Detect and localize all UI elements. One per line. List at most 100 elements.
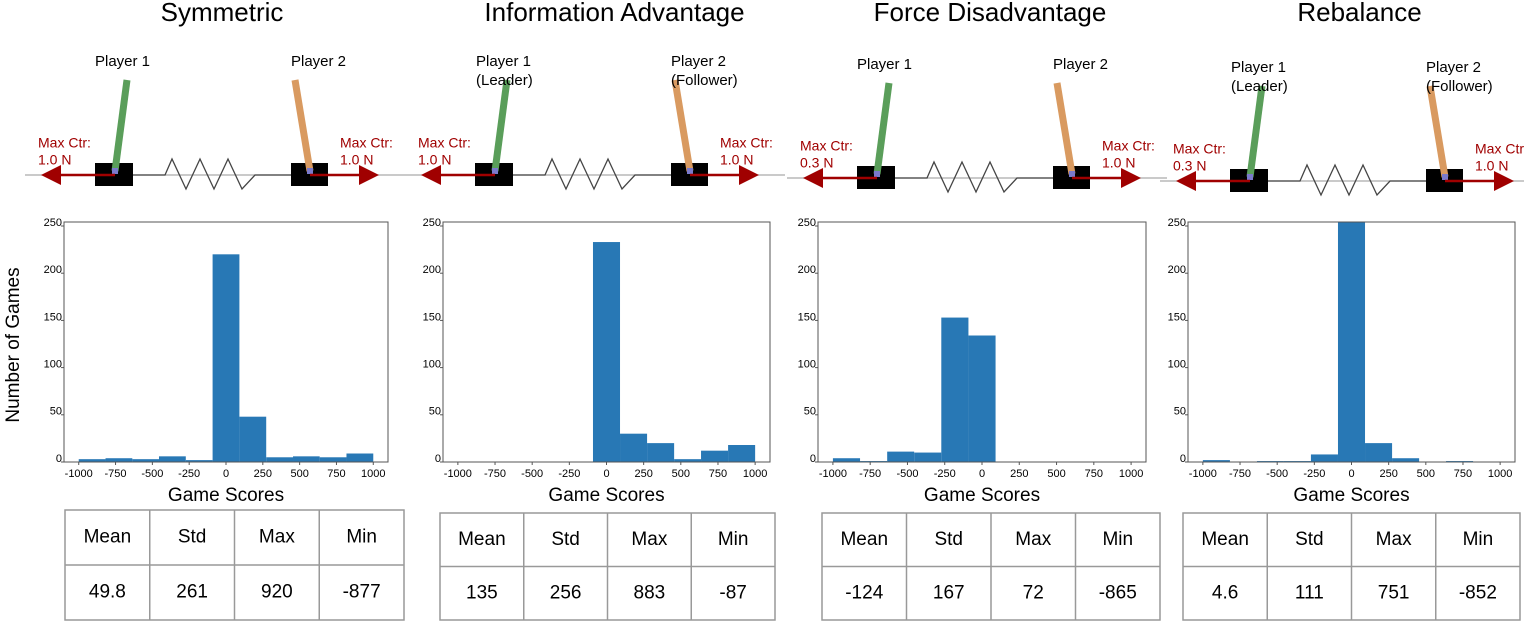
x-axis-label: Game Scores (548, 485, 664, 506)
force-label: Max Ctr: (1102, 138, 1155, 154)
x-tick-label: 250 (1379, 468, 1397, 480)
bar (293, 456, 320, 462)
x-tick-label: 0 (979, 468, 985, 480)
table-header: Max (259, 527, 295, 548)
table-cell: -865 (1099, 582, 1137, 603)
x-tick-label: 750 (709, 468, 727, 480)
spring (133, 157, 291, 191)
spring (895, 160, 1053, 194)
bar (1310, 454, 1338, 462)
bar (185, 460, 213, 462)
y-tick-label: 150 (798, 311, 816, 323)
force-label: Max Ctr: (1475, 141, 1524, 157)
x-tick-label: -250 (178, 468, 200, 480)
y-tick-label: 100 (1168, 359, 1186, 371)
x-tick-label: -250 (934, 468, 956, 480)
force-label: 1.0 N (720, 152, 753, 168)
y-tick-label: 200 (1168, 264, 1186, 276)
bar (239, 416, 267, 462)
force-label: Max Ctr: (418, 135, 471, 151)
bar (887, 451, 915, 462)
table-cell: 4.6 (1212, 582, 1238, 603)
chart-title: Rebalance (1297, 0, 1421, 27)
spring (513, 157, 671, 191)
player-label: Player 1 (857, 56, 912, 73)
y-tick-label: 200 (798, 264, 816, 276)
joint (492, 168, 498, 174)
pole (291, 79, 314, 172)
bar (832, 458, 861, 462)
pole (671, 79, 694, 172)
x-tick-label: 0 (223, 468, 229, 480)
force-label: Max Ctr: (720, 135, 773, 151)
table-header: Min (1102, 529, 1133, 550)
player-label: (Follower) (1426, 78, 1493, 95)
table-cell: -877 (343, 582, 381, 603)
cart (671, 163, 708, 186)
bar (1392, 458, 1420, 462)
x-tick-label: -750 (859, 468, 881, 480)
player-label: Player 2 (1426, 59, 1481, 76)
bar (1202, 460, 1230, 462)
x-tick-label: -750 (484, 468, 506, 480)
force-label: Max Ctr: (800, 138, 853, 154)
table-header: Std (1295, 529, 1324, 550)
table-header: Max (1015, 529, 1051, 550)
x-tick-label: -1000 (444, 468, 472, 480)
force-label: 1.0 N (1102, 155, 1135, 171)
x-tick-label: 250 (634, 468, 652, 480)
x-tick-label: 1000 (1119, 468, 1143, 480)
x-tick-label: -250 (1303, 468, 1325, 480)
x-tick-label: 500 (672, 468, 690, 480)
x-tick-label: -1000 (1189, 468, 1217, 480)
table-header: Mean (840, 529, 888, 550)
table-header: Max (631, 529, 667, 550)
table-header: Mean (1201, 529, 1249, 550)
player-label: (Follower) (671, 72, 738, 89)
chart-title: Information Advantage (484, 0, 744, 27)
bar (319, 457, 347, 462)
table-cell: 920 (261, 582, 293, 603)
x-tick-label: 250 (254, 468, 272, 480)
table-header: Min (718, 529, 749, 550)
table-header: Std (934, 529, 963, 550)
bar (674, 459, 702, 462)
x-axis-label: Game Scores (1293, 485, 1409, 506)
bar (105, 458, 133, 462)
player-label: Player 1 (95, 53, 150, 70)
x-tick-label: -500 (521, 468, 543, 480)
table-cell: 72 (1023, 582, 1044, 603)
x-tick-label: -500 (141, 468, 163, 480)
y-tick-label: 200 (44, 264, 62, 276)
pole (1426, 85, 1449, 178)
force-label: 1.0 N (418, 152, 451, 168)
y-tick-label: 0 (1180, 453, 1186, 465)
table-header: Std (551, 529, 580, 550)
y-tick-label: 0 (56, 453, 62, 465)
pole (491, 79, 511, 172)
joint (687, 168, 693, 174)
y-tick-label: 50 (804, 406, 816, 418)
player-label: Player 2 (1053, 56, 1108, 73)
table-cell: -852 (1459, 582, 1497, 603)
table-cell: -124 (845, 582, 883, 603)
table-cell: 167 (933, 582, 965, 603)
force-label: Max Ctr: (1173, 141, 1226, 157)
x-tick-label: -1000 (819, 468, 847, 480)
y-tick-label: 200 (423, 264, 441, 276)
table-cell: 256 (550, 582, 582, 603)
joint (1442, 174, 1448, 180)
force-label: Max Ctr: (38, 135, 91, 151)
x-tick-label: 1000 (361, 468, 385, 480)
bar (968, 335, 996, 462)
player-label: Player 1 (476, 53, 531, 70)
x-tick-label: -1000 (65, 468, 93, 480)
y-tick-label: 150 (423, 311, 441, 323)
y-tick-label: 250 (798, 217, 816, 229)
bar (1365, 443, 1393, 462)
force-label: 0.3 N (1173, 158, 1206, 174)
table-cell: 49.8 (89, 582, 126, 603)
x-tick-label: 1000 (1488, 468, 1512, 480)
force-label: 1.0 N (38, 152, 71, 168)
table-cell: -87 (719, 582, 746, 603)
